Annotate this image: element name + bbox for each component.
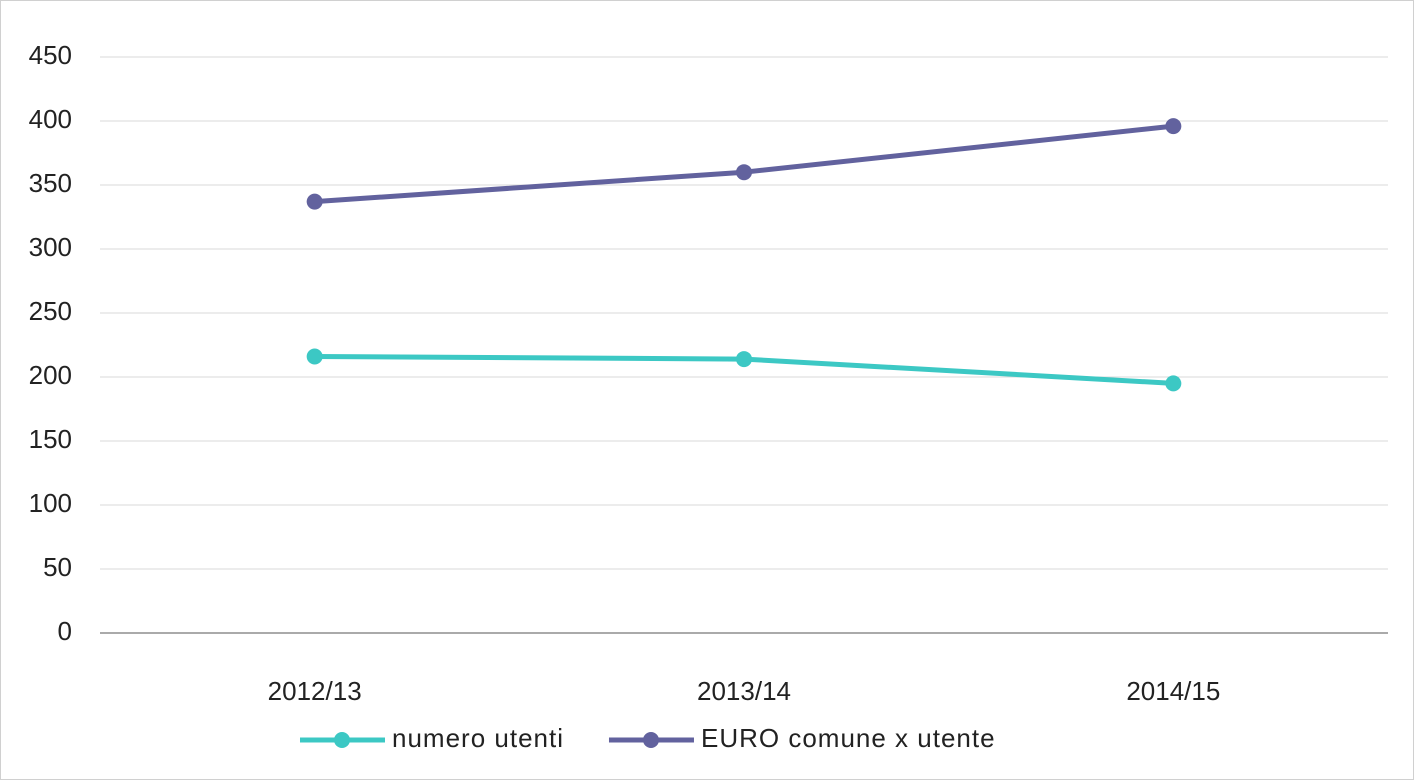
data-point (1165, 118, 1182, 135)
data-point (736, 164, 752, 181)
data-point (736, 351, 752, 368)
legend-marker (642, 732, 659, 748)
y-tick-label: 200 (29, 360, 72, 390)
y-tick-label: 0 (58, 616, 72, 646)
legend-marker (334, 732, 350, 748)
y-tick-label: 50 (43, 552, 72, 582)
y-tick-label: 400 (29, 104, 72, 134)
x-tick-label: 2013/14 (697, 676, 791, 706)
y-tick-label: 450 (29, 40, 72, 70)
data-point (306, 193, 323, 210)
legend-label: EURO comune x utente (701, 723, 996, 753)
x-tick-label: 2014/15 (1126, 676, 1220, 706)
data-point (306, 348, 323, 365)
x-tick-label: 2012/13 (268, 676, 362, 706)
y-tick-label: 350 (29, 168, 72, 198)
legend-label: numero utenti (392, 723, 564, 753)
y-tick-label: 300 (29, 232, 72, 262)
y-tick-label: 150 (29, 424, 72, 454)
data-point (1165, 375, 1182, 392)
y-tick-label: 100 (29, 488, 72, 518)
y-tick-label: 250 (29, 296, 72, 326)
